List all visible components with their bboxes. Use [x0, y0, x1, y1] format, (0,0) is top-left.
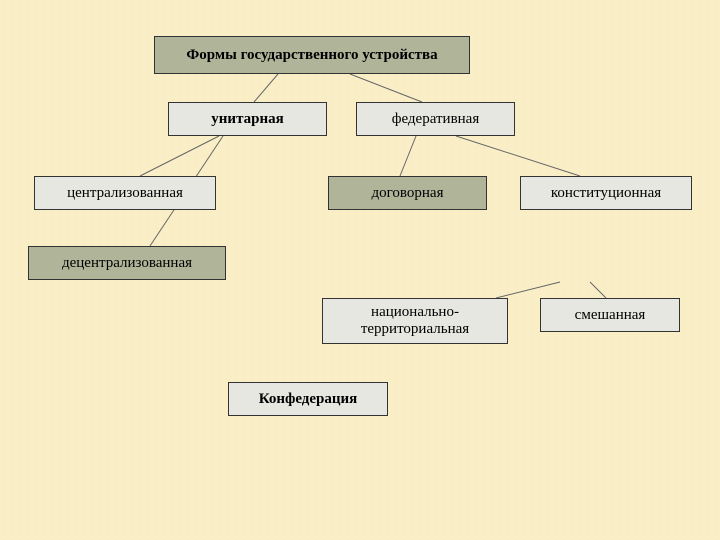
node-contract: договорная: [328, 176, 487, 210]
node-label: централизованная: [67, 185, 183, 202]
node-constit: конституционная: [520, 176, 692, 210]
node-label: Формы государственного устройства: [186, 47, 437, 64]
node-root: Формы государственного устройства: [154, 36, 470, 74]
node-federal: федеративная: [356, 102, 515, 136]
node-label: национально-территориальная: [329, 304, 501, 338]
node-label: договорная: [372, 185, 444, 202]
node-label: смешанная: [575, 307, 646, 324]
node-label: федеративная: [392, 111, 480, 128]
node-decentr: децентрализованная: [28, 246, 226, 280]
node-mixed: смешанная: [540, 298, 680, 332]
node-unitary: унитарная: [168, 102, 327, 136]
node-centralized: централизованная: [34, 176, 216, 210]
node-label: Конфедерация: [259, 391, 358, 408]
node-natterr: национально-территориальная: [322, 298, 508, 344]
node-confed: Конфедерация: [228, 382, 388, 416]
node-label: децентрализованная: [62, 255, 192, 272]
node-label: конституционная: [551, 185, 661, 202]
node-label: унитарная: [211, 111, 283, 128]
